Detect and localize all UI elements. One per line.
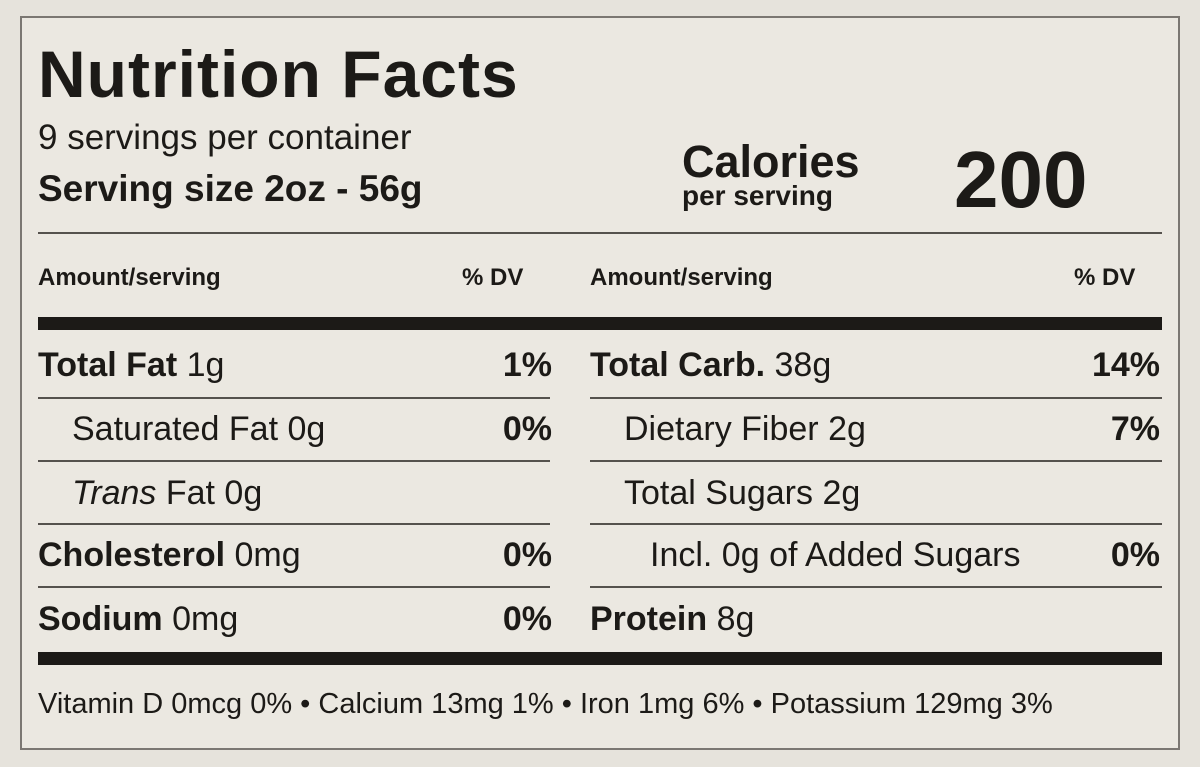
divider [38, 397, 550, 399]
servings-per-container: 9 servings per container [38, 118, 412, 157]
nutrient-dv: 1% [502, 346, 552, 384]
nutrient-dv: 0% [502, 600, 552, 638]
nutrition-label: Nutrition Facts 9 servings per container… [20, 16, 1180, 750]
nutrient-name: Incl. 0g of Added Sugars [650, 536, 1021, 574]
nutrient-name: Sodium [38, 600, 163, 638]
nutrient-dv: 0% [502, 536, 552, 574]
divider [590, 460, 1162, 462]
nutrient-row-saturated-fat: Saturated Fat 0g [72, 410, 325, 449]
calories-value: 200 [954, 135, 1088, 224]
nutrient-dv: 0% [502, 410, 552, 448]
label-title: Nutrition Facts [38, 37, 519, 111]
serving-size: Serving size 2oz - 56g [38, 168, 423, 209]
nutrient-row-cholesterol: Cholesterol 0mg [38, 536, 301, 575]
nutrient-amount: 2g [828, 410, 866, 448]
nutrient-name: Total Fat [38, 346, 178, 384]
nutrient-amount: 2g [822, 474, 861, 512]
nutrient-row-protein: Protein 8g [590, 600, 754, 639]
nutrient-row-total-carb: Total Carb. 38g [590, 346, 831, 385]
divider [590, 397, 1162, 399]
right-amount-header: Amount/serving [590, 264, 773, 291]
nutrient-name: Total Sugars [624, 474, 813, 512]
left-amount-header: Amount/serving [38, 264, 221, 291]
right-dv-header: % DV [1074, 264, 1136, 291]
nutrient-name: Saturated Fat [72, 410, 279, 448]
micronutrients-footer: Vitamin D 0mcg 0% • Calcium 13mg 1% • Ir… [38, 688, 1053, 720]
nutrient-name: Dietary Fiber [624, 410, 819, 448]
nutrient-amount: 0mg [172, 600, 239, 638]
divider [590, 523, 1162, 525]
nutrient-name: Cholesterol [38, 536, 226, 574]
nutrient-name: Fat [165, 474, 215, 512]
nutrient-amount: 38g [774, 346, 832, 384]
nutrient-row-trans-fat: Trans Fat 0g [72, 474, 262, 513]
nutrient-dv: 7% [1110, 410, 1160, 448]
thick-divider-bottom [38, 652, 1162, 665]
nutrient-name-italic: Trans [72, 474, 157, 512]
divider [38, 523, 550, 525]
nutrient-row-total-sugars: Total Sugars 2g [624, 474, 860, 513]
nutrient-amount: 0mg [234, 536, 301, 574]
nutrient-name: Protein [590, 600, 708, 638]
nutrient-row-added-sugars: Incl. 0g of Added Sugars [650, 536, 1020, 575]
nutrient-amount: 0g [287, 410, 326, 448]
nutrient-dv: 14% [1091, 346, 1160, 384]
calories-label: Calories [682, 136, 860, 187]
nutrient-dv: 0% [1110, 536, 1160, 574]
divider [590, 586, 1162, 588]
divider [38, 460, 550, 462]
divider [38, 232, 1162, 234]
nutrient-name: Total Carb. [590, 346, 766, 384]
nutrient-row-total-fat: Total Fat 1g [38, 346, 224, 385]
nutrient-row-sodium: Sodium 0mg [38, 600, 238, 639]
nutrient-amount: 0g [224, 474, 263, 512]
nutrient-amount: 8g [716, 600, 755, 638]
nutrient-row-dietary-fiber: Dietary Fiber 2g [624, 410, 866, 449]
divider [38, 586, 550, 588]
left-dv-header: % DV [462, 264, 524, 291]
calories-sublabel: per serving [682, 180, 833, 211]
nutrient-amount: 1g [186, 346, 225, 384]
thick-divider-top [38, 317, 1162, 330]
